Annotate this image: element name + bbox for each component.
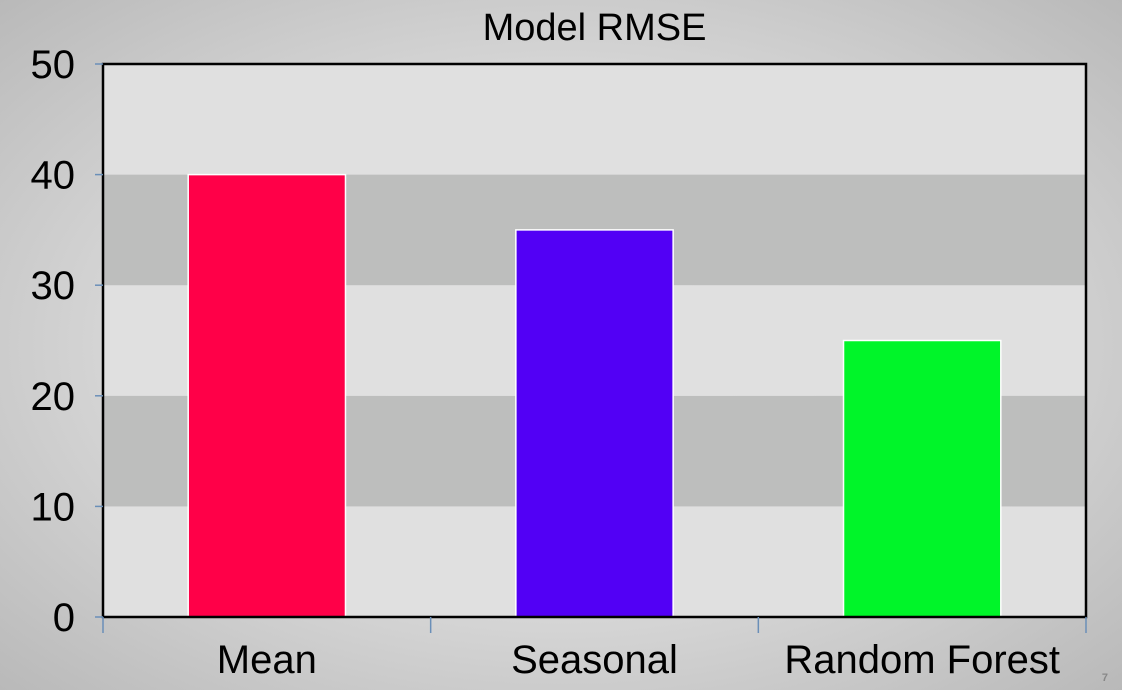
y-tick-label: 0: [53, 596, 75, 640]
y-axis: 0 10 20 30 40 50: [31, 43, 103, 640]
bar-random-forest: [842, 339, 1002, 618]
y-tick-label: 50: [31, 43, 76, 87]
y-tick-label: 20: [31, 375, 76, 419]
slide-number: 7: [1101, 672, 1108, 684]
y-tick-label: 10: [31, 485, 76, 529]
x-tick-label: Mean: [217, 638, 317, 682]
plot-frame: [101, 62, 1088, 619]
grid-band: [103, 64, 1086, 175]
bars: [187, 173, 1002, 618]
y-tick-label: 30: [31, 264, 76, 308]
chart-title: Model RMSE: [483, 7, 707, 49]
x-tick-label: Random Forest: [784, 638, 1060, 682]
bar-mean: [187, 173, 347, 618]
bar-seasonal: [515, 229, 674, 618]
y-tick-label: 40: [31, 154, 76, 198]
x-tick-label: Seasonal: [511, 638, 678, 682]
x-axis: Mean Seasonal Random Forest: [102, 617, 1087, 682]
